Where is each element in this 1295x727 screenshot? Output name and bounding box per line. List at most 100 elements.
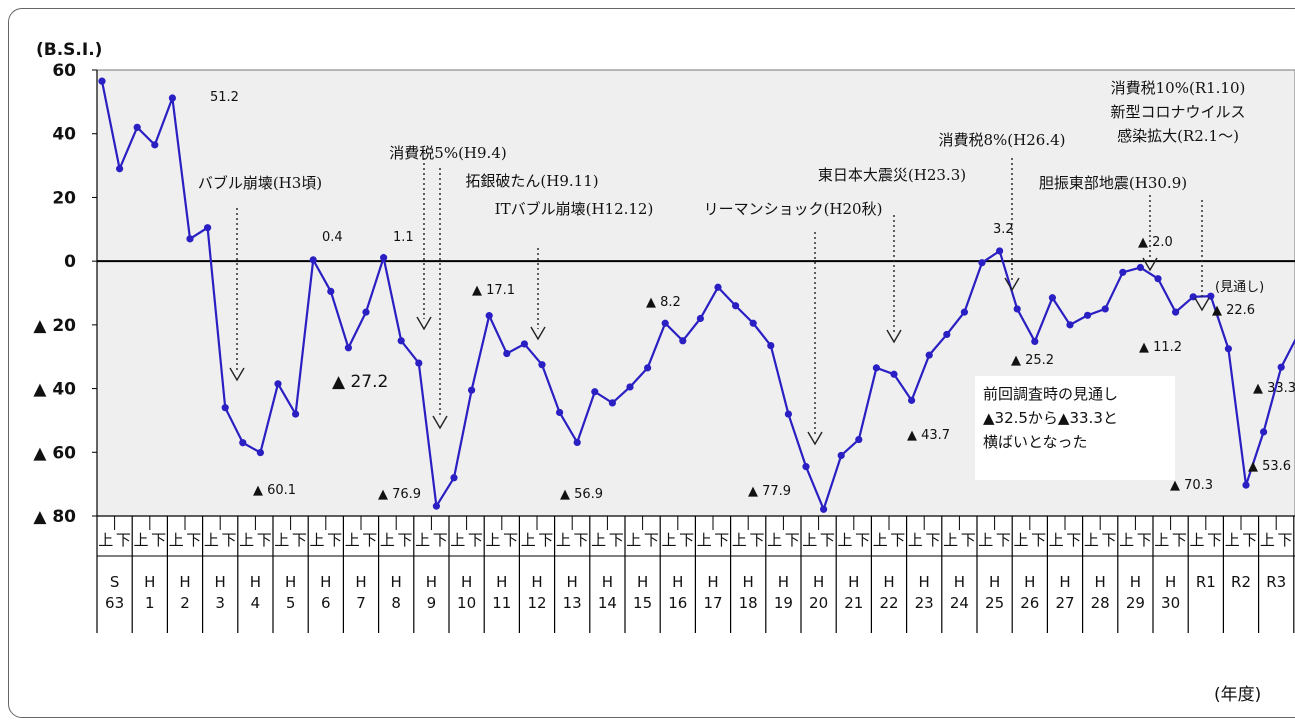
event-label: 拓銀破たん(H9.11) — [465, 172, 598, 190]
half-label: 下 — [433, 531, 448, 549]
year-label-number: 29 — [1126, 594, 1145, 612]
value-label: 0.4 — [322, 230, 343, 245]
data-point — [239, 439, 247, 447]
half-label: 下 — [855, 531, 870, 549]
data-point — [1207, 292, 1215, 300]
year-label-prefix: H — [1059, 573, 1070, 591]
y-tick-label: 40 — [52, 125, 76, 145]
half-label: 下 — [1172, 531, 1187, 549]
half-label: 下 — [1207, 531, 1222, 549]
year-label-number: 21 — [844, 594, 863, 612]
data-point — [468, 386, 476, 394]
half-label: 下 — [749, 531, 764, 549]
data-point — [432, 502, 440, 510]
year-label-number: 13 — [563, 594, 582, 612]
year-label-number: 23 — [915, 594, 934, 612]
year-label-prefix: H — [602, 573, 613, 591]
half-label: 下 — [468, 531, 483, 549]
half-label: 上 — [908, 531, 923, 549]
data-point — [626, 383, 634, 391]
year-label-prefix: H — [215, 573, 226, 591]
data-point — [221, 404, 229, 412]
value-label: ▲ 70.3 — [1170, 478, 1213, 493]
event-label: リーマンショック(H20秋) — [704, 200, 883, 218]
data-point — [344, 344, 352, 352]
year-label-prefix: S — [110, 573, 120, 591]
data-point — [837, 451, 845, 460]
half-label: 下 — [1137, 531, 1152, 549]
year-label-prefix: H — [778, 573, 789, 591]
year-label-prefix: H — [672, 573, 683, 591]
year-label-prefix: H — [883, 573, 894, 591]
year-label-number: 3 — [215, 594, 225, 612]
data-point — [1172, 308, 1180, 316]
year-label-number: 4 — [251, 594, 261, 612]
year-label-number: 5 — [286, 594, 296, 612]
value-label: 1.1 — [393, 230, 414, 245]
year-label-prefix: H — [637, 573, 648, 591]
half-label: 上 — [133, 531, 148, 549]
half-label: 下 — [679, 531, 694, 549]
y-tick-label: ▲ 80 — [33, 507, 76, 527]
half-label: 上 — [450, 531, 465, 549]
chart-frame — [8, 8, 1295, 718]
data-point — [415, 359, 423, 367]
half-label: 上 — [485, 531, 500, 549]
half-label: 下 — [714, 531, 729, 549]
data-point — [820, 505, 828, 513]
year-label-prefix: H — [285, 573, 296, 591]
half-label: 上 — [626, 531, 641, 549]
y-tick-label: ▲ 20 — [33, 316, 76, 336]
y-tick-label: ▲ 40 — [33, 380, 76, 400]
data-point — [1119, 268, 1127, 276]
data-point — [1260, 428, 1268, 436]
year-label-prefix: H — [1165, 573, 1176, 591]
data-point — [908, 396, 916, 404]
event-label: 消費税10%(R1.10) — [1111, 79, 1246, 97]
event-label: 東日本大震災(H23.3) — [818, 166, 966, 184]
note-line: 前回調査時の見通し — [983, 385, 1119, 403]
value-label: 51.2 — [210, 90, 239, 105]
year-label-number: 11 — [492, 594, 511, 612]
data-point — [1013, 305, 1021, 313]
data-point — [784, 410, 793, 418]
half-label: 下 — [257, 531, 272, 549]
data-point — [1066, 321, 1074, 329]
event-arrow-head — [530, 326, 546, 341]
year-label-prefix: H — [461, 573, 472, 591]
event-label: 消費税8%(H26.4) — [939, 131, 1066, 149]
half-label: 上 — [591, 531, 606, 549]
data-point — [732, 302, 740, 310]
data-point — [274, 380, 282, 388]
year-label-number: 12 — [527, 594, 546, 612]
half-label: 下 — [186, 531, 201, 549]
year-label-prefix: H — [179, 573, 190, 591]
data-point — [608, 399, 617, 407]
data-point — [503, 349, 511, 358]
value-label: ▲ 2.0 — [1138, 235, 1173, 250]
value-label: 3.2 — [993, 222, 1014, 237]
data-point — [996, 247, 1004, 255]
event-arrow-head — [807, 431, 823, 446]
half-label: 下 — [151, 531, 166, 549]
y-tick-label: 60 — [52, 61, 76, 81]
x-axis-title: (年度) — [1214, 685, 1261, 705]
note-line: ▲32.5から▲33.3と — [983, 409, 1118, 427]
half-label: 下 — [221, 531, 236, 549]
data-point — [151, 141, 159, 149]
data-point — [644, 364, 652, 372]
data-point — [256, 449, 264, 457]
event-label: 消費税5%(H9.4) — [389, 144, 506, 162]
year-label-number: 2 — [180, 594, 190, 612]
half-label: 上 — [837, 531, 852, 549]
year-label-number: 24 — [950, 594, 969, 612]
year-label-number: 17 — [703, 594, 722, 612]
year-label-prefix: H — [144, 573, 155, 591]
year-label-prefix: H — [919, 573, 930, 591]
half-label: 下 — [503, 531, 518, 549]
year-label-prefix: H — [707, 573, 718, 591]
data-point — [309, 256, 317, 264]
year-label-number: 14 — [598, 594, 617, 612]
data-point — [186, 235, 194, 243]
year-label-number: 18 — [739, 594, 758, 612]
